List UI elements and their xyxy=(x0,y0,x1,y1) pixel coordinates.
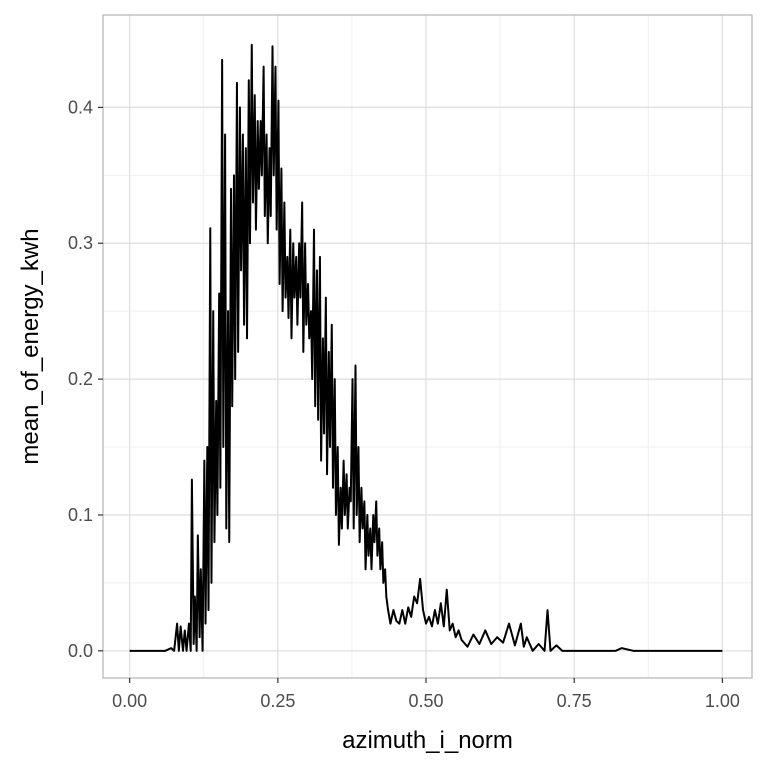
y-axis-title: mean_of_energy_kwh xyxy=(17,228,44,464)
y-tick-label: 0.1 xyxy=(68,505,93,525)
x-tick-label: 0.75 xyxy=(557,691,592,711)
x-tick-label: 0.00 xyxy=(112,691,147,711)
panel-border xyxy=(102,14,753,679)
y-tick-label: 0.0 xyxy=(68,641,93,661)
x-tick-label: 1.00 xyxy=(705,691,740,711)
y-tick-label: 0.3 xyxy=(68,233,93,253)
x-tick-label: 0.25 xyxy=(260,691,295,711)
x-axis-title: azimuth_i_norm xyxy=(342,727,513,754)
x-axis-ticks: 0.00 0.25 0.50 0.75 1.00 xyxy=(112,678,740,711)
x-tick-label: 0.50 xyxy=(408,691,443,711)
series-layer xyxy=(129,43,723,652)
series-line xyxy=(129,43,723,652)
y-tick-label: 0.4 xyxy=(68,97,93,117)
y-tick-label: 0.2 xyxy=(68,369,93,389)
y-axis-ticks: 0.0 0.1 0.2 0.3 0.4 xyxy=(68,97,103,661)
